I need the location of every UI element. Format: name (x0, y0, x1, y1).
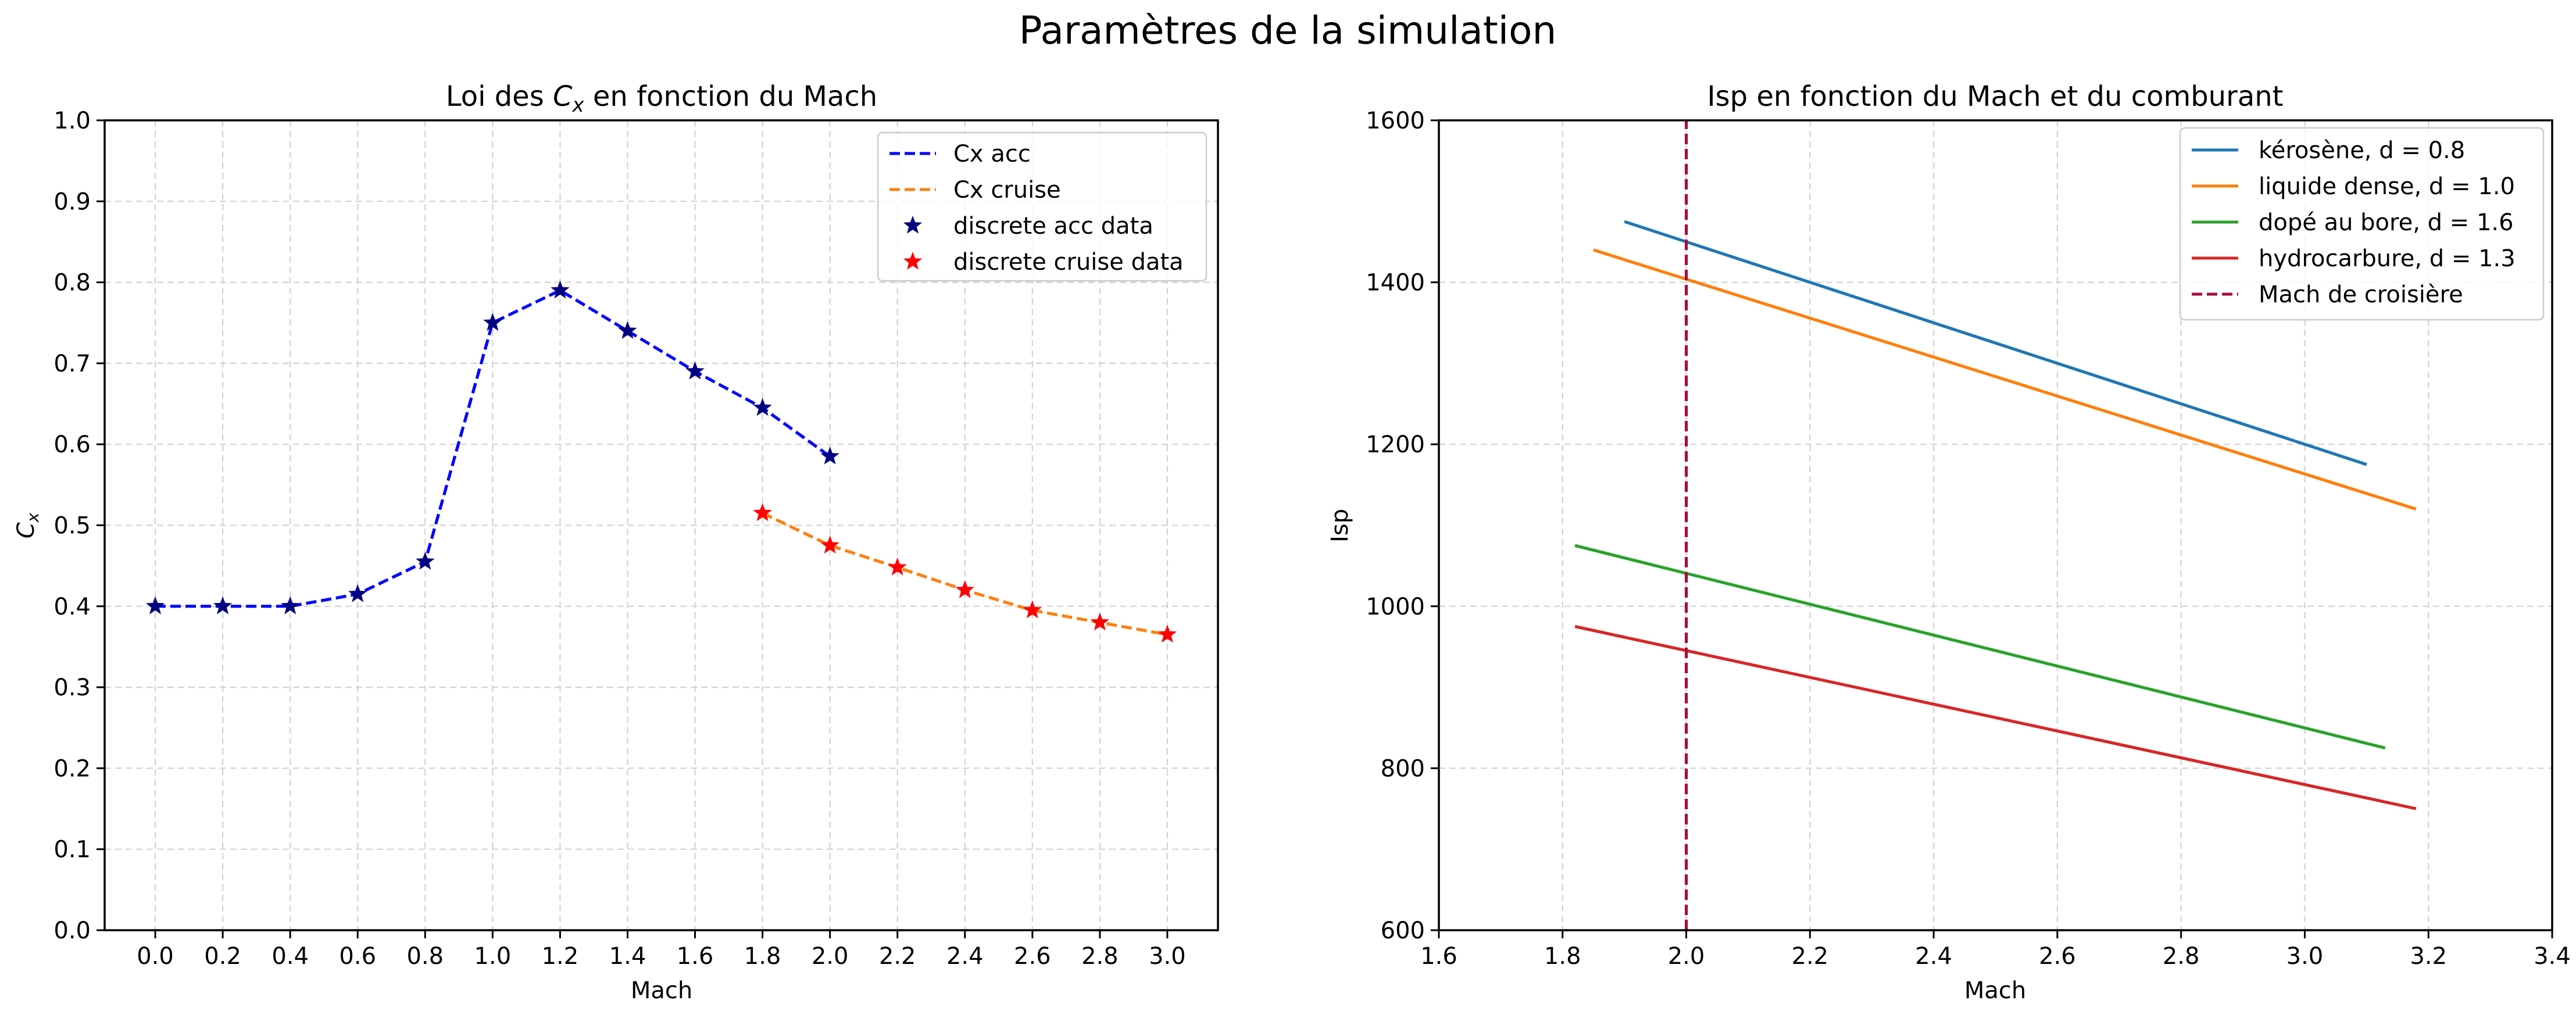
data-point-discrete-acc-data (753, 398, 772, 416)
x-tick-label: 3.0 (2286, 943, 2324, 970)
data-point-discrete-cruise-data (1023, 600, 1042, 619)
x-tick-label: 3.2 (2410, 943, 2447, 970)
x-tick-label: 0.4 (271, 943, 309, 970)
legend-star-discrete-cruise (903, 252, 923, 270)
legend-right: kérosène, d = 0.8 liquide dense, d = 1.0… (2179, 127, 2545, 321)
legend-label-dope-bore: dopé au bore, d = 1.6 (2259, 209, 2514, 236)
legend-label-discrete-cruise: discrete cruise data (953, 249, 1184, 276)
series-line-liquide-dense-d-1-0 (1593, 248, 2417, 511)
x-tick-label: 0.8 (406, 943, 444, 970)
legend-star-discrete-acc (903, 216, 923, 234)
data-point-discrete-acc-data (145, 596, 165, 615)
figure-title: Paramètres de la simulation (1019, 8, 1557, 53)
legend-label-cx-cruise: Cx cruise (953, 177, 1061, 203)
x-tick-label: 1.6 (677, 943, 714, 970)
x-tick-label: 1.2 (542, 943, 579, 970)
x-tick-label: 1.4 (609, 943, 646, 970)
x-tick-label: 2.4 (1915, 943, 1952, 970)
y-tick-label: 1600 (1366, 108, 1425, 134)
y-tick-label: 0.2 (53, 755, 91, 782)
data-point-discrete-cruise-data (888, 557, 907, 576)
x-tick-label: 3.0 (1149, 943, 1186, 970)
data-point-discrete-acc-data (416, 552, 435, 570)
y-tick-label: 800 (1381, 755, 1425, 782)
legend-label-kerosene: kérosène, d = 0.8 (2259, 137, 2465, 164)
x-axis-label-right: Mach (1964, 977, 2026, 1004)
x-tick-label: 2.8 (1081, 943, 1119, 970)
data-point-discrete-cruise-data (1090, 612, 1110, 631)
x-tick-label: 0.2 (204, 943, 241, 970)
y-tick-label: 1200 (1366, 431, 1425, 458)
y-tick-label: 0.7 (53, 351, 91, 377)
y-tick-label: 0.6 (53, 431, 91, 458)
legend-label-hydrocarbure: hydrocarbure, d = 1.3 (2259, 245, 2516, 272)
x-tick-label: 1.0 (474, 943, 512, 970)
data-point-discrete-acc-data (551, 280, 570, 299)
y-tick-label: 0.9 (53, 188, 91, 215)
x-tick-label: 2.6 (1014, 943, 1051, 970)
legend-label-discrete-acc: discrete acc data (953, 213, 1153, 240)
y-tick-label: 1400 (1366, 270, 1425, 297)
x-tick-label: 0.6 (339, 943, 376, 970)
y-tick-label: 0.0 (53, 917, 91, 944)
x-tick-label: 0.0 (137, 943, 174, 970)
y-axis-label-left: Cx (13, 512, 42, 538)
legend-box-left (877, 131, 1207, 282)
x-axis-label-left: Mach (631, 977, 692, 1004)
legend-box-right (2179, 127, 2545, 321)
chart-title-left: Loi des Cx en fonction du Mach (446, 80, 877, 117)
y-tick-label: 1.0 (53, 108, 91, 134)
y-tick-label: 0.4 (53, 594, 91, 620)
x-tick-label: 2.2 (1792, 943, 1829, 970)
data-point-discrete-cruise-data (753, 503, 772, 521)
x-tick-label: 1.8 (1544, 943, 1581, 970)
y-tick-label: 0.8 (53, 270, 91, 297)
data-point-discrete-cruise-data (1157, 624, 1177, 643)
y-axis-label-right: Isp (1327, 509, 1353, 542)
x-tick-label: 2.4 (946, 943, 984, 970)
data-point-discrete-acc-data (213, 596, 233, 615)
x-tick-label: 2.2 (879, 943, 916, 970)
legend-label-mach-croisiere: Mach de croisière (2259, 281, 2463, 308)
legend-label-cx-acc: Cx acc (953, 141, 1031, 167)
data-point-discrete-acc-data (820, 447, 839, 465)
x-tick-label: 2.8 (2163, 943, 2200, 970)
series-left (145, 280, 1177, 643)
x-tick-label: 1.6 (1420, 943, 1457, 970)
y-tick-label: 0.5 (53, 513, 91, 540)
series-line-hydrocarbure-d-1-3 (1574, 625, 2417, 810)
series-line-dope-au-bore-d-1-6 (1574, 544, 2386, 750)
chart-right: 1.6 1.8 2.0 2.2 2.4 2.6 2.8 3.0 3.2 3.4 600 800 1000… (1327, 80, 2571, 1004)
ticks-left: 0.0 0.2 0.4 0.6 0.8 1.0 1.2 1.4 1.6 1.8 2.0 2.2 2.4 2… (53, 108, 1185, 970)
data-point-discrete-cruise-data (820, 535, 839, 554)
data-point-discrete-acc-data (348, 584, 367, 602)
y-tick-label: 1000 (1366, 594, 1425, 620)
legend-swatch-discrete-cruise (903, 252, 923, 270)
plot-frame-right (1438, 119, 2553, 931)
data-point-discrete-acc-data (483, 313, 502, 331)
chart-left: 0.0 0.2 0.4 0.6 0.8 1.0 1.2 1.4 1.6 1.8 2.0 2.2 2.4 2… (13, 80, 1219, 1004)
series-line-cx-acc (155, 288, 831, 608)
data-point-discrete-acc-data (618, 321, 637, 339)
data-point-discrete-acc-data (281, 596, 300, 615)
x-tick-label: 3.4 (2534, 943, 2571, 970)
chart-title-right: Isp en fonction du Mach et du comburant (1707, 80, 2284, 113)
legend-left: Cx acc Cx cruise discrete acc data discr… (877, 131, 1207, 282)
legend-swatch-discrete-acc (903, 216, 923, 234)
y-tick-label: 0.1 (53, 837, 91, 863)
y-tick-label: 0.3 (53, 674, 91, 701)
x-tick-label: 2.6 (2039, 943, 2076, 970)
data-point-discrete-cruise-data (955, 580, 974, 598)
ticks-right: 1.6 1.8 2.0 2.2 2.4 2.6 2.8 3.0 3.2 3.4 600 800 1000… (1366, 108, 2571, 970)
y-tick-label: 600 (1381, 917, 1425, 944)
x-tick-label: 2.0 (812, 943, 849, 970)
series-line-kerosene-d-0-8 (1624, 220, 2367, 466)
x-tick-label: 2.0 (1668, 943, 1705, 970)
series-right (1574, 120, 2417, 930)
legend-label-liquide-dense: liquide dense, d = 1.0 (2259, 173, 2515, 200)
x-tick-label: 1.8 (744, 943, 781, 970)
data-point-discrete-acc-data (685, 361, 705, 380)
